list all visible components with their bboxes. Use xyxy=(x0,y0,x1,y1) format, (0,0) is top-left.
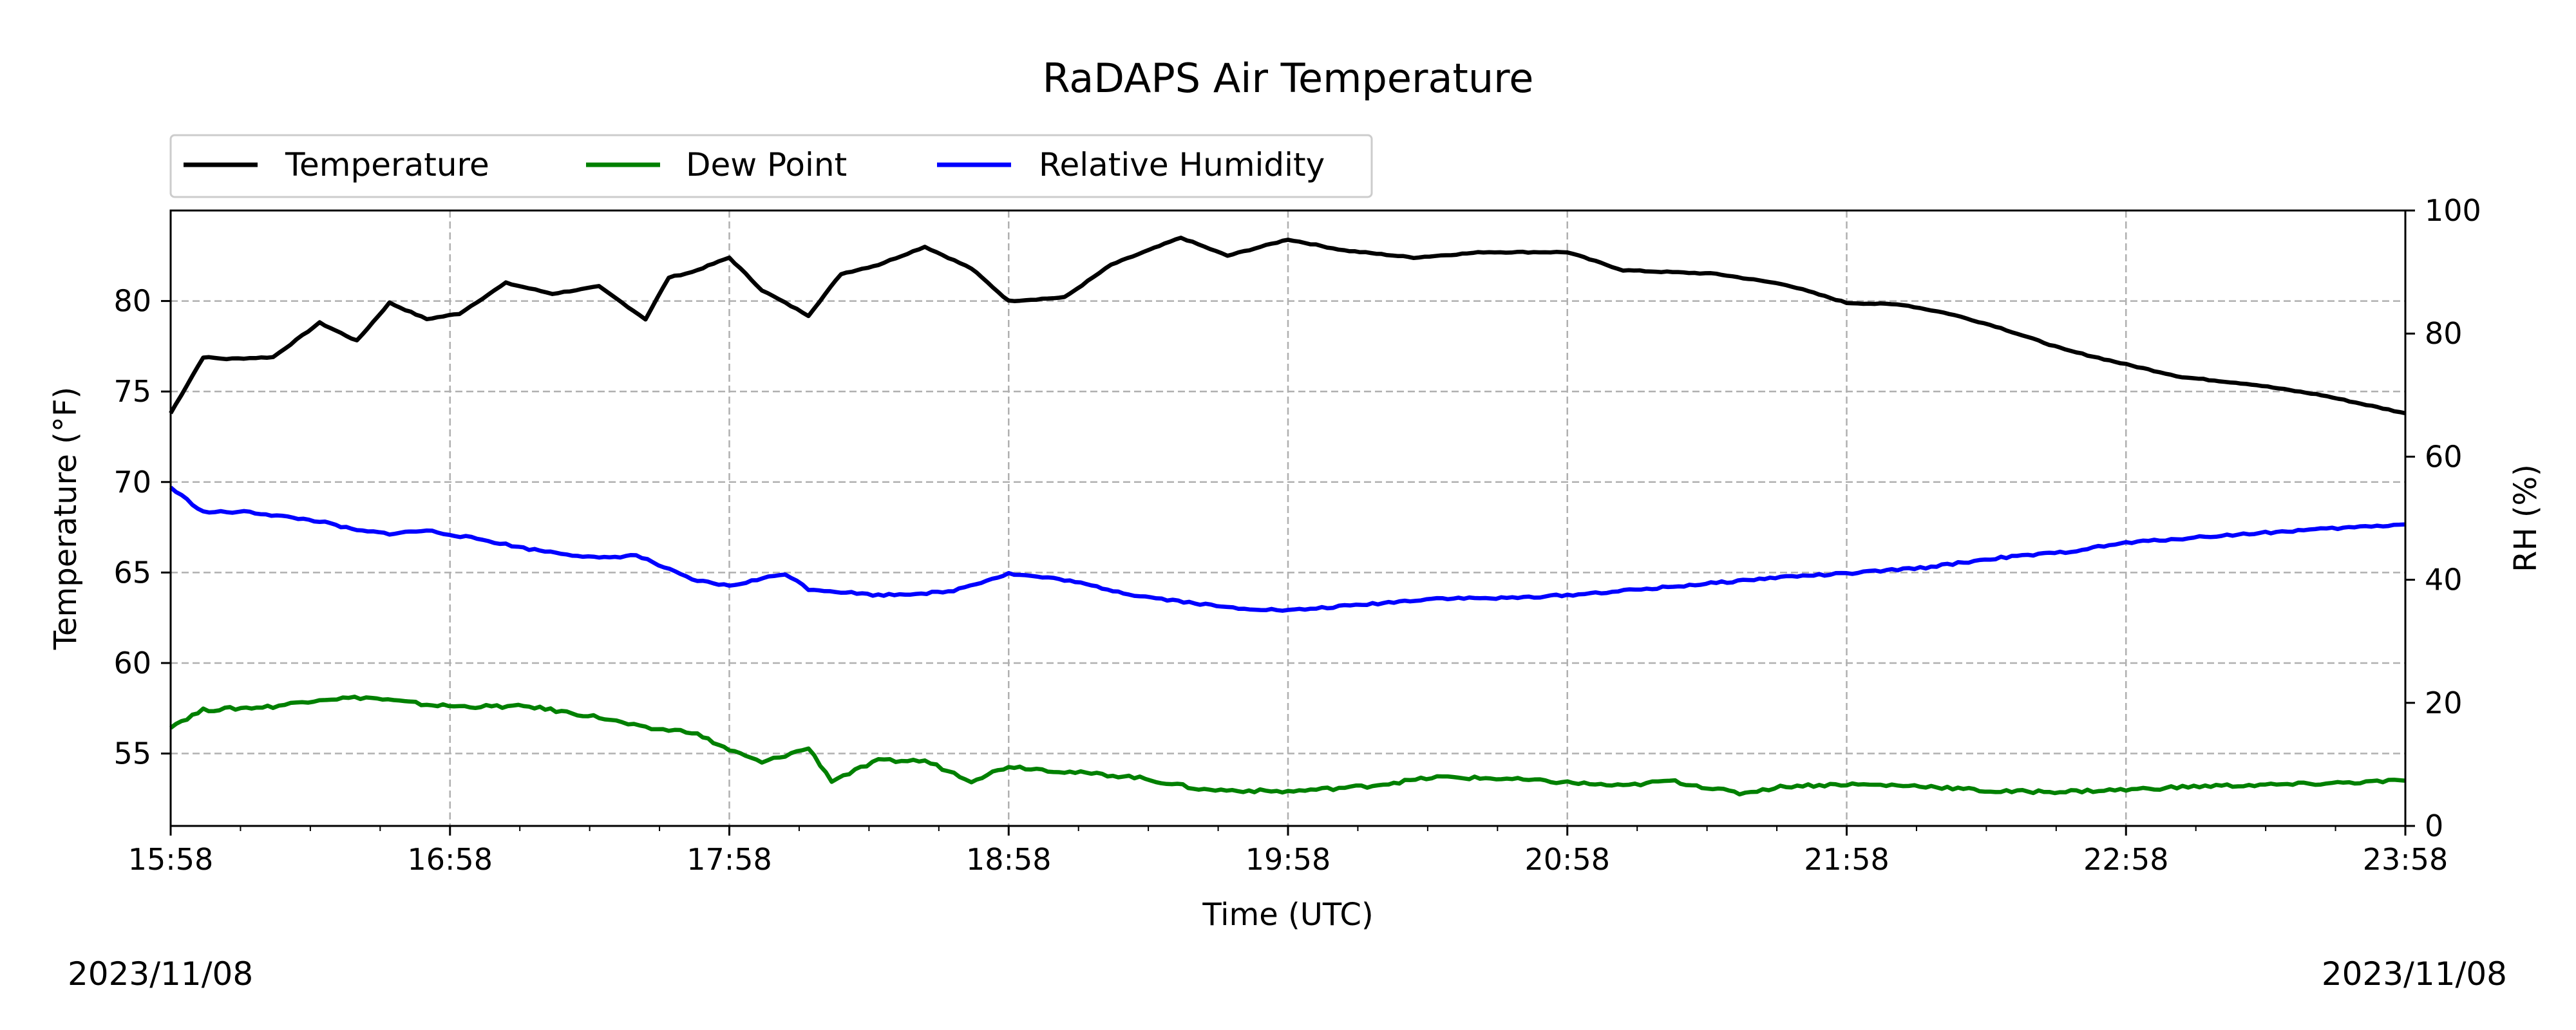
x-tick-label: 15:58 xyxy=(128,842,214,877)
legend-label-dew-point: Dew Point xyxy=(686,146,847,183)
series-line-dew-point xyxy=(169,695,2406,797)
x-tick-label: 21:58 xyxy=(1804,842,1889,877)
grid xyxy=(171,211,2405,826)
y-tick-label-left: 75 xyxy=(113,374,151,409)
y-axis-left: 55 60 65 70 75 80 xyxy=(113,284,171,771)
y-tick-label-left: 65 xyxy=(113,555,151,590)
y-tick-label-left: 55 xyxy=(113,736,151,771)
x-tick-label: 22:58 xyxy=(2083,842,2169,877)
y-tick-label-right: 40 xyxy=(2425,563,2463,597)
x-tick-label: 18:58 xyxy=(966,842,1052,877)
legend-box xyxy=(169,134,1373,198)
y-tick-label-left: 80 xyxy=(113,284,151,319)
y-tick-label-right: 100 xyxy=(2425,193,2481,228)
legend: Temperature Dew Point Relative Humidity xyxy=(169,134,1373,198)
y-axis-label-left: Temperature (°F) xyxy=(48,387,84,650)
date-left: 2023/11/08 xyxy=(68,955,253,993)
y-axis-right: 0 20 40 60 80 100 xyxy=(2405,193,2481,843)
x-tick-label: 16:58 xyxy=(407,842,493,877)
x-axis: 15:58 16:58 17:58 18:58 19:58 20:58 21:58 22:58… xyxy=(128,826,2448,877)
y-tick-label-right: 80 xyxy=(2425,316,2463,351)
legend-label-relative-humidity: Relative Humidity xyxy=(1039,146,1325,183)
chart-title: RaDAPS Air Temperature xyxy=(1043,55,1534,102)
y-axis-label-right: RH (%) xyxy=(2508,464,2544,572)
series-line-relative-humidity xyxy=(169,485,2406,613)
date-right: 2023/11/08 xyxy=(2322,955,2507,993)
x-tick-label: 20:58 xyxy=(1524,842,1610,877)
x-axis-label: Time (UTC) xyxy=(1202,897,1373,933)
y-tick-label-left: 60 xyxy=(113,646,151,680)
x-tick-label: 23:58 xyxy=(2363,842,2448,877)
series-line-temperature xyxy=(169,236,2406,416)
legend-label-temperature: Temperature xyxy=(285,146,489,183)
x-tick-label: 17:58 xyxy=(687,842,772,877)
y-tick-label-right: 60 xyxy=(2425,439,2463,474)
y-tick-label-left: 70 xyxy=(113,465,151,500)
x-tick-label: 19:58 xyxy=(1245,842,1331,877)
series-lines xyxy=(169,236,2406,797)
y-tick-label-right: 0 xyxy=(2425,809,2443,843)
y-tick-label-right: 20 xyxy=(2425,686,2463,720)
